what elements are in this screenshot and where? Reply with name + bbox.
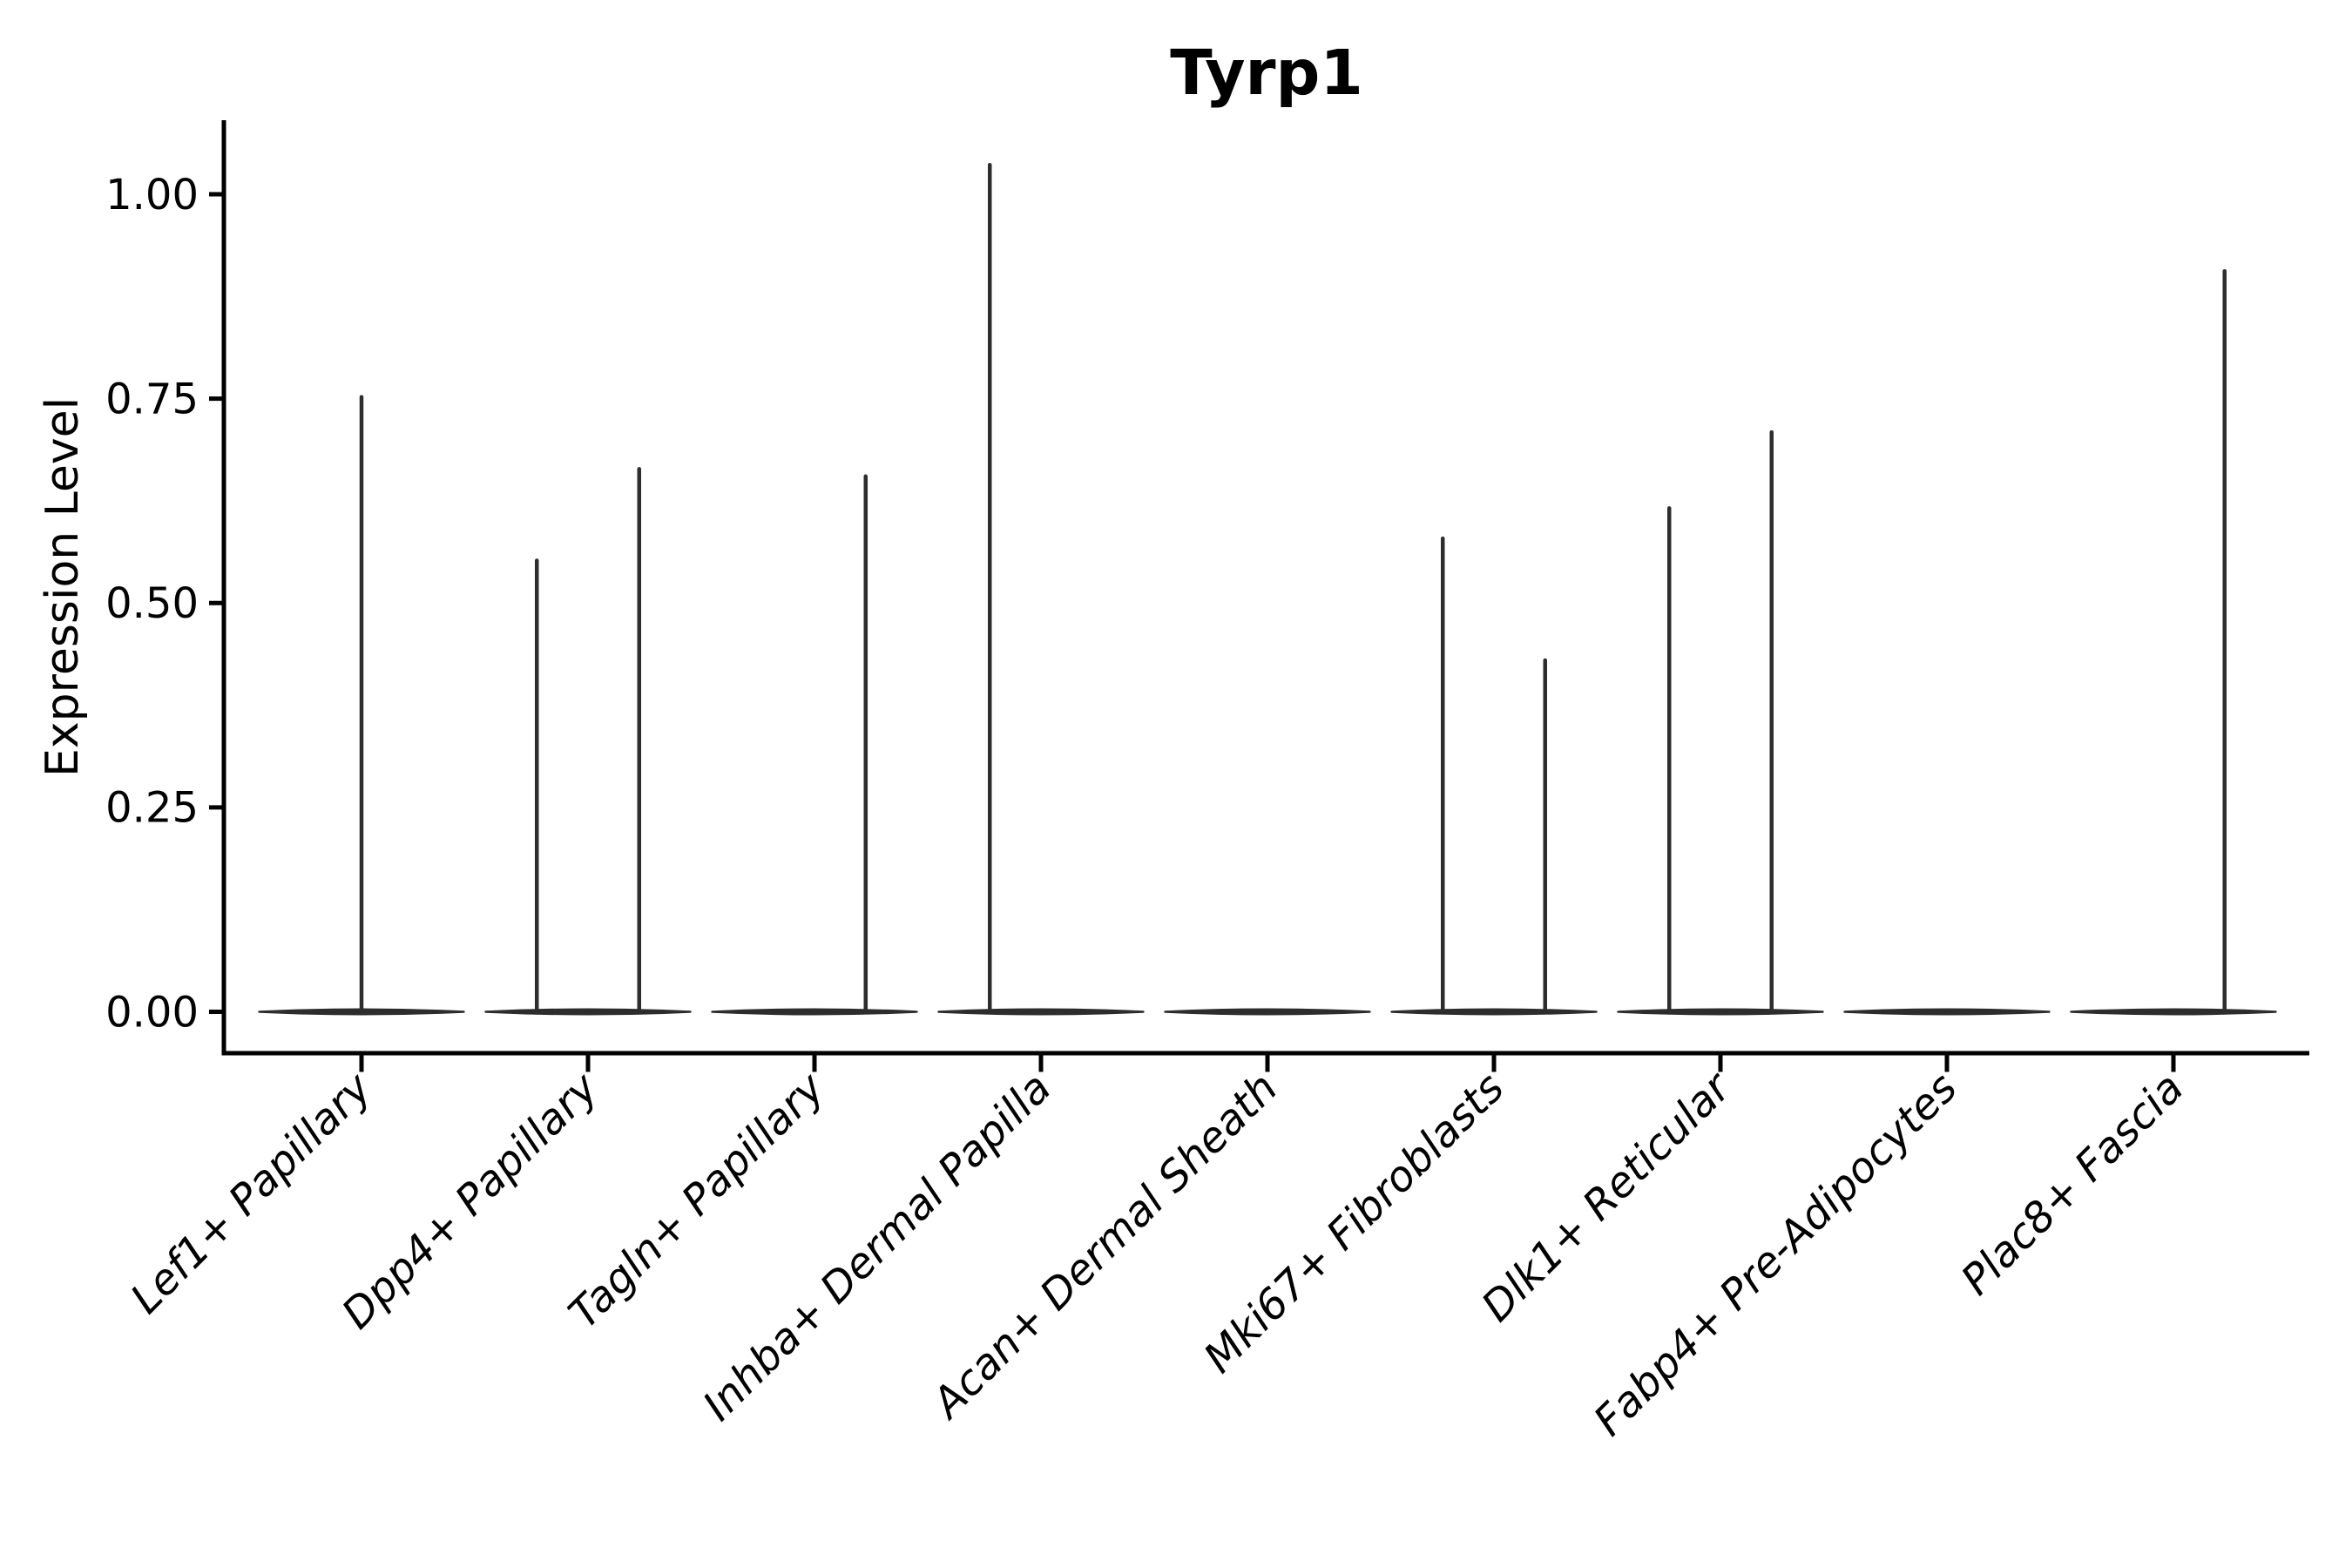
violin-body	[937, 1008, 1145, 1016]
violin-body	[484, 1008, 692, 1016]
y-tick-label: 0.00	[105, 988, 199, 1037]
y-tick-label: 0.50	[105, 579, 199, 628]
x-tick-label: Plac8+ Fascia	[1952, 1064, 2193, 1305]
violin-body	[1843, 1008, 2051, 1016]
y-tick-label: 0.75	[105, 375, 199, 423]
x-tick-label: Lef1+ Papillary	[121, 1063, 382, 1323]
y-tick-label: 0.25	[105, 784, 199, 833]
violin-body	[1164, 1008, 1371, 1016]
violin-body	[711, 1008, 918, 1016]
x-tick-label: Fabp4+ Pre-Adipocytes	[1585, 1064, 1967, 1446]
x-tick-label: Dlk1+ Reticular	[1472, 1062, 1742, 1332]
violin-body	[1390, 1008, 1598, 1016]
violin-body	[1617, 1008, 1824, 1016]
violin-body	[2070, 1008, 2277, 1016]
chart-title: Tyrp1	[1170, 37, 1363, 109]
y-tick-label: 1.00	[105, 171, 199, 220]
